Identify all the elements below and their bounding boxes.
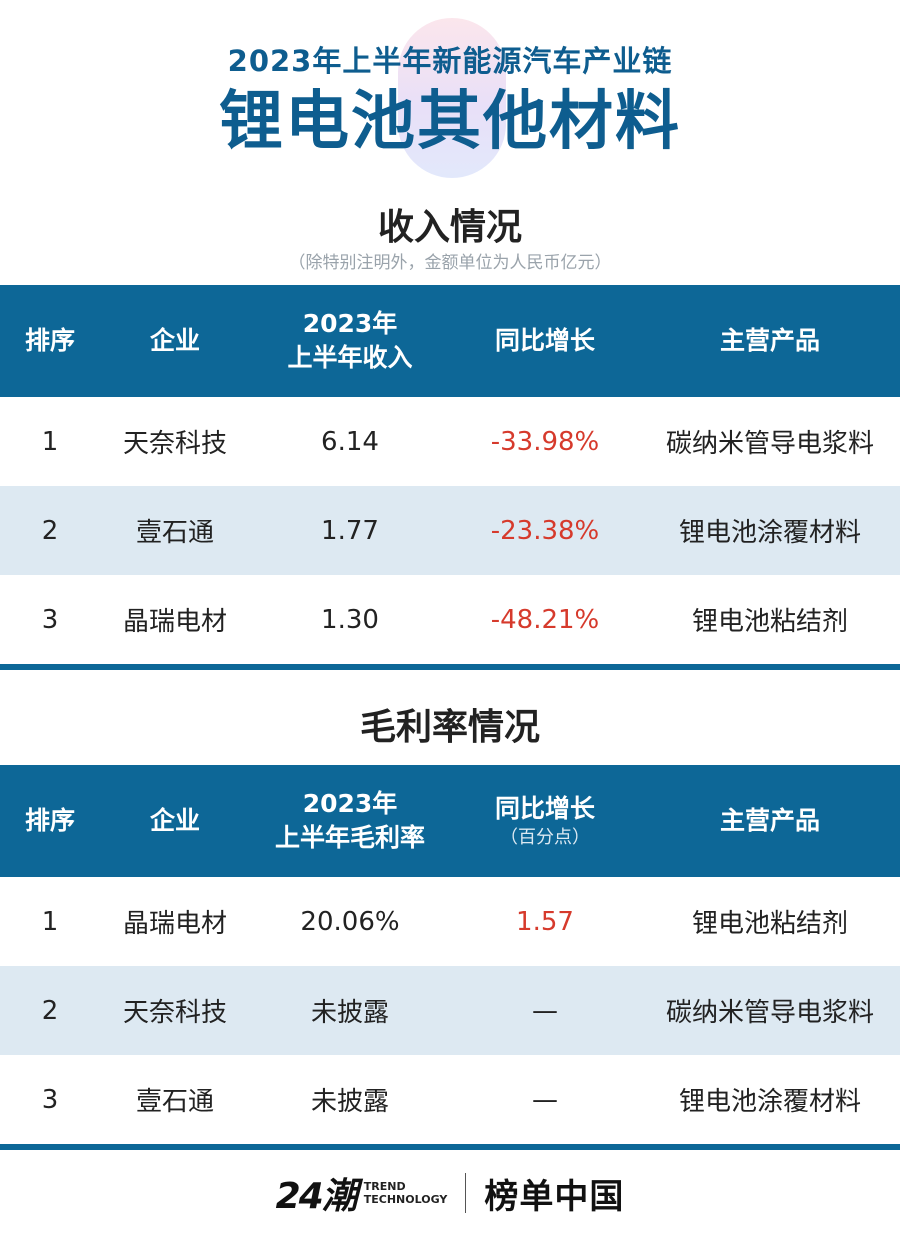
- margin-table: 排序 企业 2023年 上半年毛利率 同比增长 （百分点） 主营产品 1 晶瑞电…: [0, 765, 900, 1150]
- table-row: 2 天奈科技 未披露 — 碳纳米管导电浆料: [0, 966, 900, 1055]
- header-decoration: [398, 18, 506, 178]
- header-company: 企业: [149, 326, 200, 355]
- margin-cell: 20.06%: [300, 906, 400, 937]
- table-row: 1 晶瑞电材 20.06% 1.57 锂电池粘结剂: [0, 877, 900, 966]
- page-title: 锂电池其他材料: [219, 85, 681, 159]
- margin-cell: 未披露: [310, 1087, 389, 1117]
- header-growth: 同比增长: [494, 326, 595, 355]
- revenue-cell: 1.77: [321, 515, 379, 546]
- growth-cell: -33.98%: [490, 426, 600, 457]
- rank-cell: 1: [41, 426, 59, 457]
- margin-table-header: 排序 企业 2023年 上半年毛利率 同比增长 （百分点） 主营产品: [0, 765, 900, 877]
- product-cell: 碳纳米管导电浆料: [665, 429, 874, 459]
- header-revenue-line2: 上半年收入: [287, 343, 413, 372]
- margin-section-title: 毛利率情况: [359, 707, 540, 748]
- rank-cell: 1: [41, 906, 59, 937]
- product-cell: 锂电池涂覆材料: [678, 518, 861, 548]
- revenue-table: 排序 企业 2023年 上半年收入 同比增长 主营产品 1 天奈科技 6.14 …: [0, 285, 900, 670]
- header-company: 企业: [149, 806, 200, 835]
- bangdan-china-logo: 榜单中国: [484, 1176, 625, 1217]
- header-growth: 同比增长 （百分点）: [450, 765, 640, 877]
- revenue-cell: 6.14: [321, 426, 379, 457]
- footer-logos: 24潮 TREND TECHNOLOGY 榜单中国: [0, 1168, 900, 1218]
- footer-divider: [465, 1173, 467, 1213]
- table-row: 3 壹石通 未披露 — 锂电池涂覆材料: [0, 1055, 900, 1144]
- product-cell: 锂电池粘结剂: [691, 607, 848, 637]
- product-cell: 锂电池粘结剂: [691, 909, 848, 939]
- header-product: 主营产品: [719, 326, 820, 355]
- rank-cell: 2: [41, 515, 59, 546]
- company-cell: 壹石通: [135, 518, 214, 548]
- header-growth-unit: （百分点）: [500, 827, 590, 848]
- header-rank: 排序: [24, 806, 75, 835]
- margin-cell: 未披露: [310, 998, 389, 1028]
- header-product: 主营产品: [719, 806, 820, 835]
- revenue-cell: 1.30: [321, 604, 379, 635]
- table-row: 3 晶瑞电材 1.30 -48.21% 锂电池粘结剂: [0, 575, 900, 664]
- header-revenue: 2023年 上半年收入: [250, 285, 450, 397]
- rank-cell: 3: [41, 604, 59, 635]
- header-growth-label: 同比增长: [494, 794, 595, 823]
- growth-cell: -48.21%: [490, 604, 600, 635]
- company-cell: 天奈科技: [122, 998, 227, 1028]
- growth-cell: —: [532, 1084, 558, 1115]
- header-margin-line1: 2023年: [302, 789, 398, 818]
- table-row: 2 壹石通 1.77 -23.38% 锂电池涂覆材料: [0, 486, 900, 575]
- growth-cell: 1.57: [516, 906, 574, 937]
- product-cell: 锂电池涂覆材料: [678, 1087, 861, 1117]
- trend-wordmark-line2: TECHNOLOGY: [363, 1193, 448, 1206]
- company-cell: 晶瑞电材: [122, 909, 227, 939]
- company-cell: 壹石通: [135, 1087, 214, 1117]
- growth-cell: -23.38%: [490, 515, 600, 546]
- trend-technology-logo: 24潮: [275, 1176, 358, 1217]
- page-subtitle: 2023年上半年新能源汽车产业链: [227, 44, 673, 78]
- trend-technology-wordmark: TREND TECHNOLOGY: [364, 1180, 448, 1206]
- company-cell: 天奈科技: [122, 429, 227, 459]
- header-revenue-line1: 2023年: [302, 309, 398, 338]
- revenue-section-title: 收入情况: [377, 207, 522, 248]
- rank-cell: 2: [41, 995, 59, 1026]
- header-margin: 2023年 上半年毛利率: [250, 765, 450, 877]
- revenue-table-header: 排序 企业 2023年 上半年收入 同比增长 主营产品: [0, 285, 900, 397]
- product-cell: 碳纳米管导电浆料: [665, 998, 874, 1028]
- currency-note: （除特别注明外，金额单位为人民币亿元）: [288, 253, 612, 273]
- header-margin-line2: 上半年毛利率: [274, 823, 425, 852]
- rank-cell: 3: [41, 1084, 59, 1115]
- trend-wordmark-line1: TREND: [363, 1180, 406, 1193]
- growth-cell: —: [532, 995, 558, 1026]
- header-rank: 排序: [24, 326, 75, 355]
- company-cell: 晶瑞电材: [122, 607, 227, 637]
- table-row: 1 天奈科技 6.14 -33.98% 碳纳米管导电浆料: [0, 397, 900, 486]
